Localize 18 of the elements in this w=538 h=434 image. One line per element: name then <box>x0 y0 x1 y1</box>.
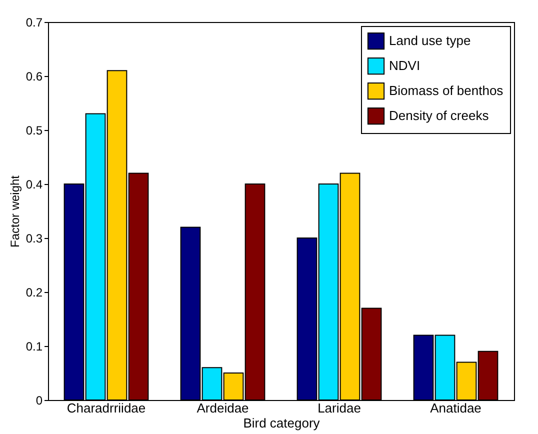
x-tick-label: Charadrriidae <box>66 400 146 416</box>
x-tick-label: Ardeidae <box>196 400 249 416</box>
x-tick-label: Laridae <box>318 400 361 416</box>
legend-label: NDVI <box>389 58 420 73</box>
y-tick-label: 0 <box>36 394 43 408</box>
y-tick-label: 0.1 <box>26 340 43 354</box>
y-tick-label: 0.6 <box>26 70 43 84</box>
x-axis-title: Bird category <box>243 416 320 430</box>
legend-label: Land use type <box>389 33 471 48</box>
legend-label: Density of creeks <box>389 108 490 123</box>
y-tick-label: 0.4 <box>26 178 43 192</box>
y-tick-label: 0.2 <box>26 286 43 300</box>
y-tick-label: 0.5 <box>26 124 43 138</box>
y-tick-label: 0.3 <box>26 232 43 246</box>
y-axis-title: Factor weight <box>8 174 22 248</box>
legend-label: Biomass of benthos <box>389 83 504 98</box>
y-tick-label: 0.7 <box>26 16 43 30</box>
x-tick-label: Anatidae <box>430 400 482 416</box>
